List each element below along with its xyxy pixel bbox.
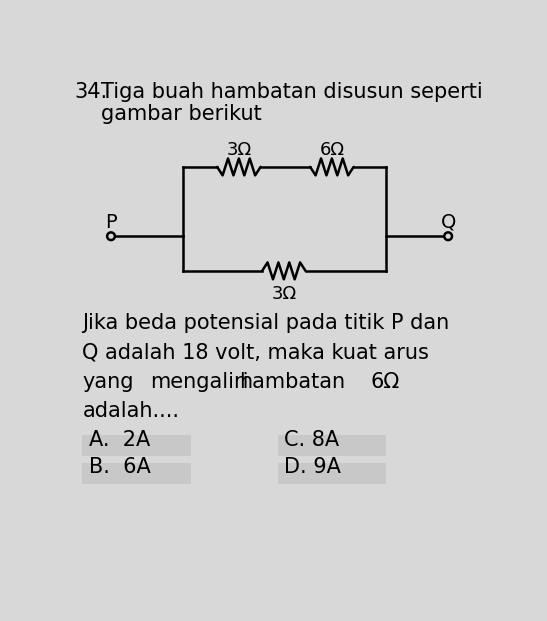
- Text: Tiga buah hambatan disusun seperti: Tiga buah hambatan disusun seperti: [101, 82, 482, 102]
- Text: P: P: [105, 213, 117, 232]
- FancyBboxPatch shape: [83, 435, 191, 456]
- Text: gambar berikut: gambar berikut: [101, 104, 261, 124]
- Text: Q adalah 18 volt, maka kuat arus: Q adalah 18 volt, maka kuat arus: [83, 342, 429, 363]
- Text: adalah....: adalah....: [83, 401, 179, 421]
- Text: mengaliri: mengaliri: [150, 372, 248, 392]
- FancyBboxPatch shape: [278, 435, 386, 456]
- Text: A.  2A: A. 2A: [89, 430, 150, 450]
- Text: B.  6A: B. 6A: [89, 457, 150, 477]
- Text: Jika beda potensial pada titik P dan: Jika beda potensial pada titik P dan: [83, 313, 450, 333]
- FancyBboxPatch shape: [83, 463, 191, 484]
- Text: hambatan: hambatan: [239, 372, 345, 392]
- Text: 3Ω: 3Ω: [271, 285, 296, 303]
- Text: 6Ω: 6Ω: [371, 372, 400, 392]
- Text: D. 9A: D. 9A: [284, 457, 341, 477]
- Text: Q: Q: [440, 213, 456, 232]
- Text: 34.: 34.: [74, 82, 108, 102]
- Text: C. 8A: C. 8A: [284, 430, 339, 450]
- Text: yang: yang: [83, 372, 134, 392]
- Text: 3Ω: 3Ω: [226, 141, 252, 159]
- FancyBboxPatch shape: [278, 463, 386, 484]
- Text: 6Ω: 6Ω: [319, 141, 345, 159]
